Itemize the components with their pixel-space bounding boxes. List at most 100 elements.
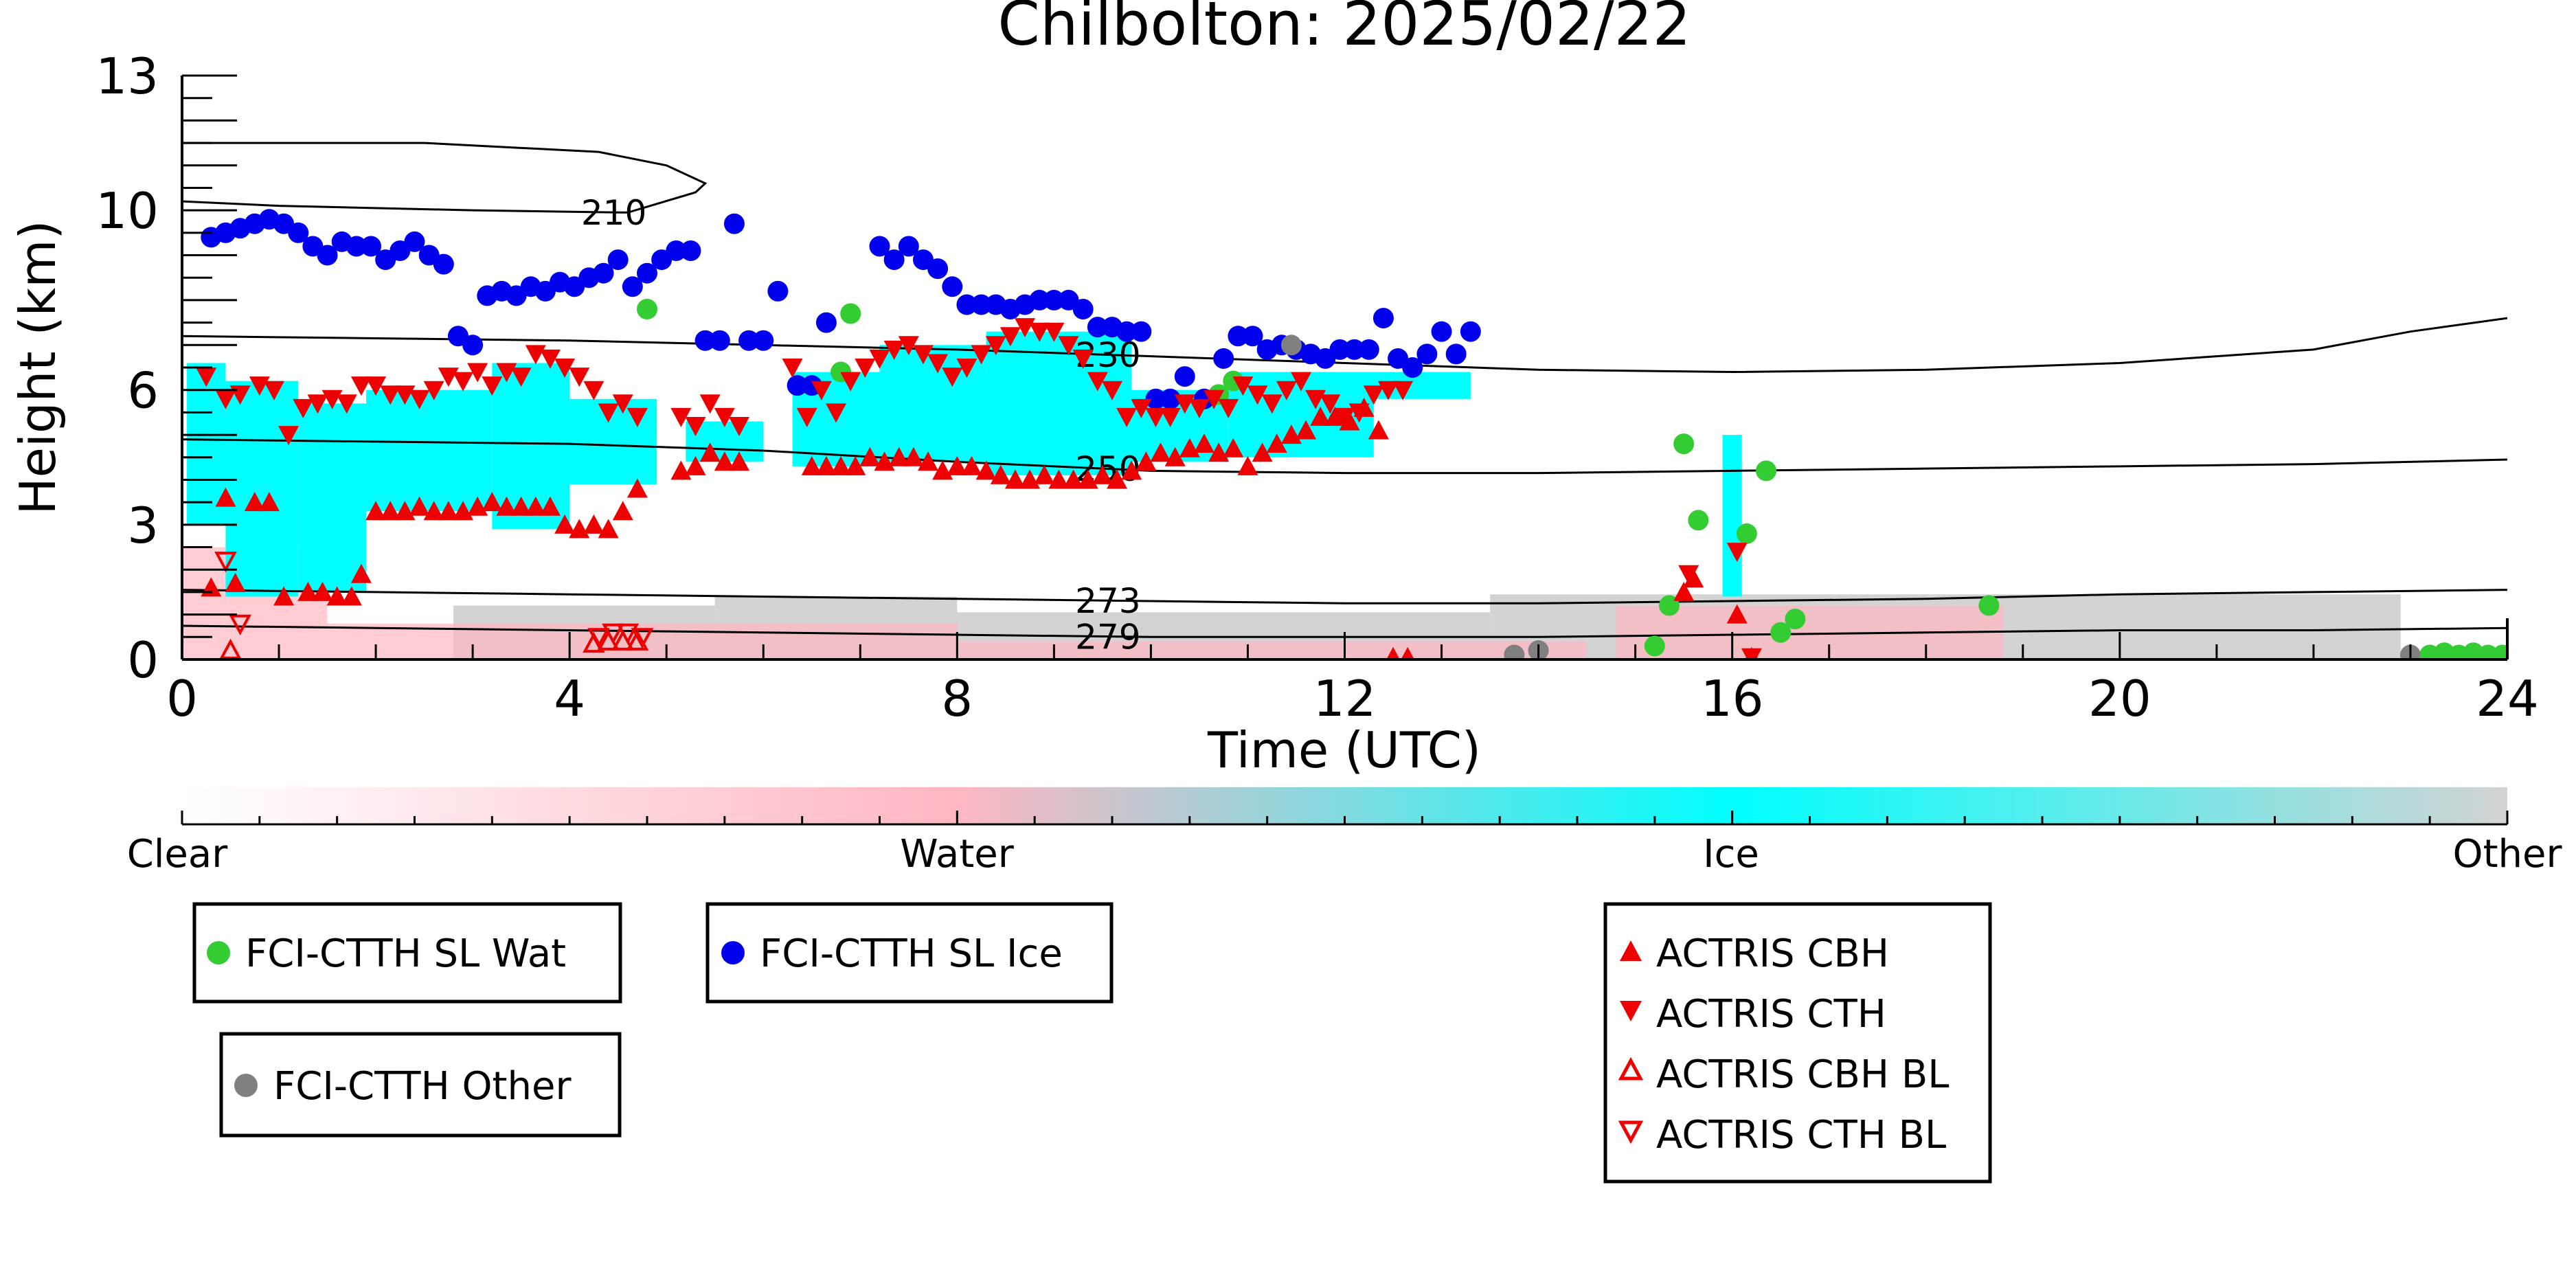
point-fci-ctth-sl-wat xyxy=(840,303,861,324)
point-fci-ctth-sl-ice xyxy=(1372,308,1394,329)
point-actris-cbh xyxy=(215,487,236,507)
point-fci-ctth-sl-ice xyxy=(593,262,614,284)
point-actris-cth xyxy=(215,389,236,409)
colorbar-label-ice: Ice xyxy=(1703,832,1759,877)
legend-label-cth: ACTRIS CTH xyxy=(1656,992,1886,1037)
point-actris-cth xyxy=(699,394,721,414)
point-actris-cth xyxy=(1377,381,1399,400)
point-actris-cbh xyxy=(1266,433,1287,453)
point-fci-ctth-sl-ice xyxy=(1445,343,1467,365)
point-fci-ctth-sl-ice xyxy=(1460,321,1481,342)
point-actris-cbh xyxy=(859,447,881,466)
point-actris-cth xyxy=(1160,407,1181,427)
point-actris-cth xyxy=(1726,543,1748,563)
point-actris-cth xyxy=(1392,381,1414,400)
point-actris-cth xyxy=(1204,389,1225,409)
point-actris-cth xyxy=(453,372,474,392)
legend-marker-wat xyxy=(207,941,230,964)
point-fci-ctth-sl-ice xyxy=(956,294,978,315)
point-actris-cth xyxy=(423,381,444,400)
legend-label-cbh-bl: ACTRIS CBH BL xyxy=(1656,1052,1949,1097)
legend-label-ice: FCI-CTTH SL Ice xyxy=(760,931,1063,976)
point-actris-cth xyxy=(612,394,633,414)
point-actris-cth xyxy=(956,359,978,378)
contour-line-210 xyxy=(182,142,708,214)
chart-title: Chilbolton: 2025/02/22 xyxy=(997,0,1691,59)
contour-label-273: 273 xyxy=(1075,581,1140,621)
point-actris-cbh xyxy=(326,586,348,606)
point-actris-cth xyxy=(583,381,605,400)
point-actris-cth xyxy=(482,376,503,396)
point-fci-ctth-sl-ice xyxy=(1145,388,1166,409)
point-fci-ctth-sl-wat xyxy=(1688,510,1709,531)
point-actris-cth xyxy=(1363,385,1384,405)
point-fci-ctth-sl-wat xyxy=(1770,622,1792,643)
point-actris-cbh xyxy=(1004,469,1026,489)
legend-box-actris: ACTRIS CBH ACTRIS CTH ACTRIS CBH BL ACTR… xyxy=(1603,902,1992,1184)
point-actris-cbh-bl xyxy=(626,629,649,651)
point-actris-cbh xyxy=(845,455,866,475)
point-actris-cbh xyxy=(903,447,924,466)
point-actris-cbh xyxy=(947,455,968,475)
axes: 0 4 8 12 16 20 24 0 3 6 10 13 xyxy=(95,47,2538,727)
point-fci-ctth-sl-ice xyxy=(738,330,760,351)
point-fci-ctth-sl-ice xyxy=(753,330,774,351)
point-actris-cbh xyxy=(1324,406,1346,426)
point-actris-cth-bl xyxy=(616,623,640,644)
point-actris-cth xyxy=(971,345,992,365)
point-actris-cth xyxy=(826,403,847,423)
point-actris-cth xyxy=(278,426,300,446)
y-tick-label: 3 xyxy=(127,497,159,554)
point-actris-cbh xyxy=(626,478,648,498)
ice-region-block xyxy=(1722,435,1742,597)
point-fci-ctth-sl-ice xyxy=(1431,321,1452,342)
point-actris-cth xyxy=(1043,322,1065,342)
point-fci-ctth-sl-ice xyxy=(317,245,338,266)
point-actris-cbh xyxy=(525,496,546,516)
point-fci-ctth-sl-ice xyxy=(694,330,716,351)
point-actris-cbh xyxy=(297,581,319,601)
marker-layer xyxy=(196,209,2507,659)
point-fci-ctth-sl-ice xyxy=(1116,321,1138,342)
point-actris-cbh xyxy=(1092,464,1113,484)
point-fci-ctth-sl-ice xyxy=(1344,339,1365,360)
point-actris-cth xyxy=(1261,394,1283,414)
point-actris-cth xyxy=(912,345,934,365)
point-actris-cbh xyxy=(728,451,749,471)
point-actris-cth xyxy=(1072,349,1094,369)
point-actris-cth xyxy=(1320,394,1341,414)
point-actris-cth xyxy=(869,349,890,369)
point-fci-ctth-sl-wat xyxy=(1785,609,1806,630)
point-actris-cth xyxy=(670,407,692,427)
point-fci-ctth-sl-ice xyxy=(404,231,425,252)
point-actris-cbh xyxy=(888,447,909,466)
point-fci-ctth-sl-wat xyxy=(1736,523,1757,544)
point-actris-cth xyxy=(883,340,905,360)
point-fci-ctth-sl-ice xyxy=(1087,317,1108,338)
point-actris-cbh xyxy=(1048,469,1070,489)
point-actris-cbh xyxy=(341,586,362,606)
point-actris-cbh xyxy=(312,581,333,601)
point-actris-cbh xyxy=(1121,460,1142,480)
point-actris-cth xyxy=(539,349,561,369)
ice-region-block xyxy=(225,381,299,597)
point-actris-cth xyxy=(1188,398,1210,418)
point-actris-cbh xyxy=(258,492,280,512)
point-fci-ctth-sl-ice xyxy=(288,222,309,243)
contour-line-250 xyxy=(182,438,2507,475)
colorbar-label-other: Other xyxy=(2452,832,2562,877)
legend-label-other: FCI-CTTH Other xyxy=(273,1064,572,1109)
point-actris-cbh xyxy=(990,464,1011,484)
point-actris-cbh xyxy=(1368,420,1389,440)
point-actris-cbh xyxy=(583,514,605,534)
point-fci-ctth-sl-ice xyxy=(1416,343,1438,365)
point-actris-cth xyxy=(626,407,648,427)
point-actris-cth xyxy=(569,368,590,387)
point-fci-ctth-sl-ice xyxy=(1358,339,1379,360)
ice-region-block xyxy=(298,403,366,592)
point-actris-cth xyxy=(554,359,576,378)
point-fci-ctth-sl-ice xyxy=(883,249,905,271)
point-actris-cth xyxy=(685,417,706,436)
x-tick-label: 4 xyxy=(554,670,585,727)
ice-class-region xyxy=(187,331,1742,597)
